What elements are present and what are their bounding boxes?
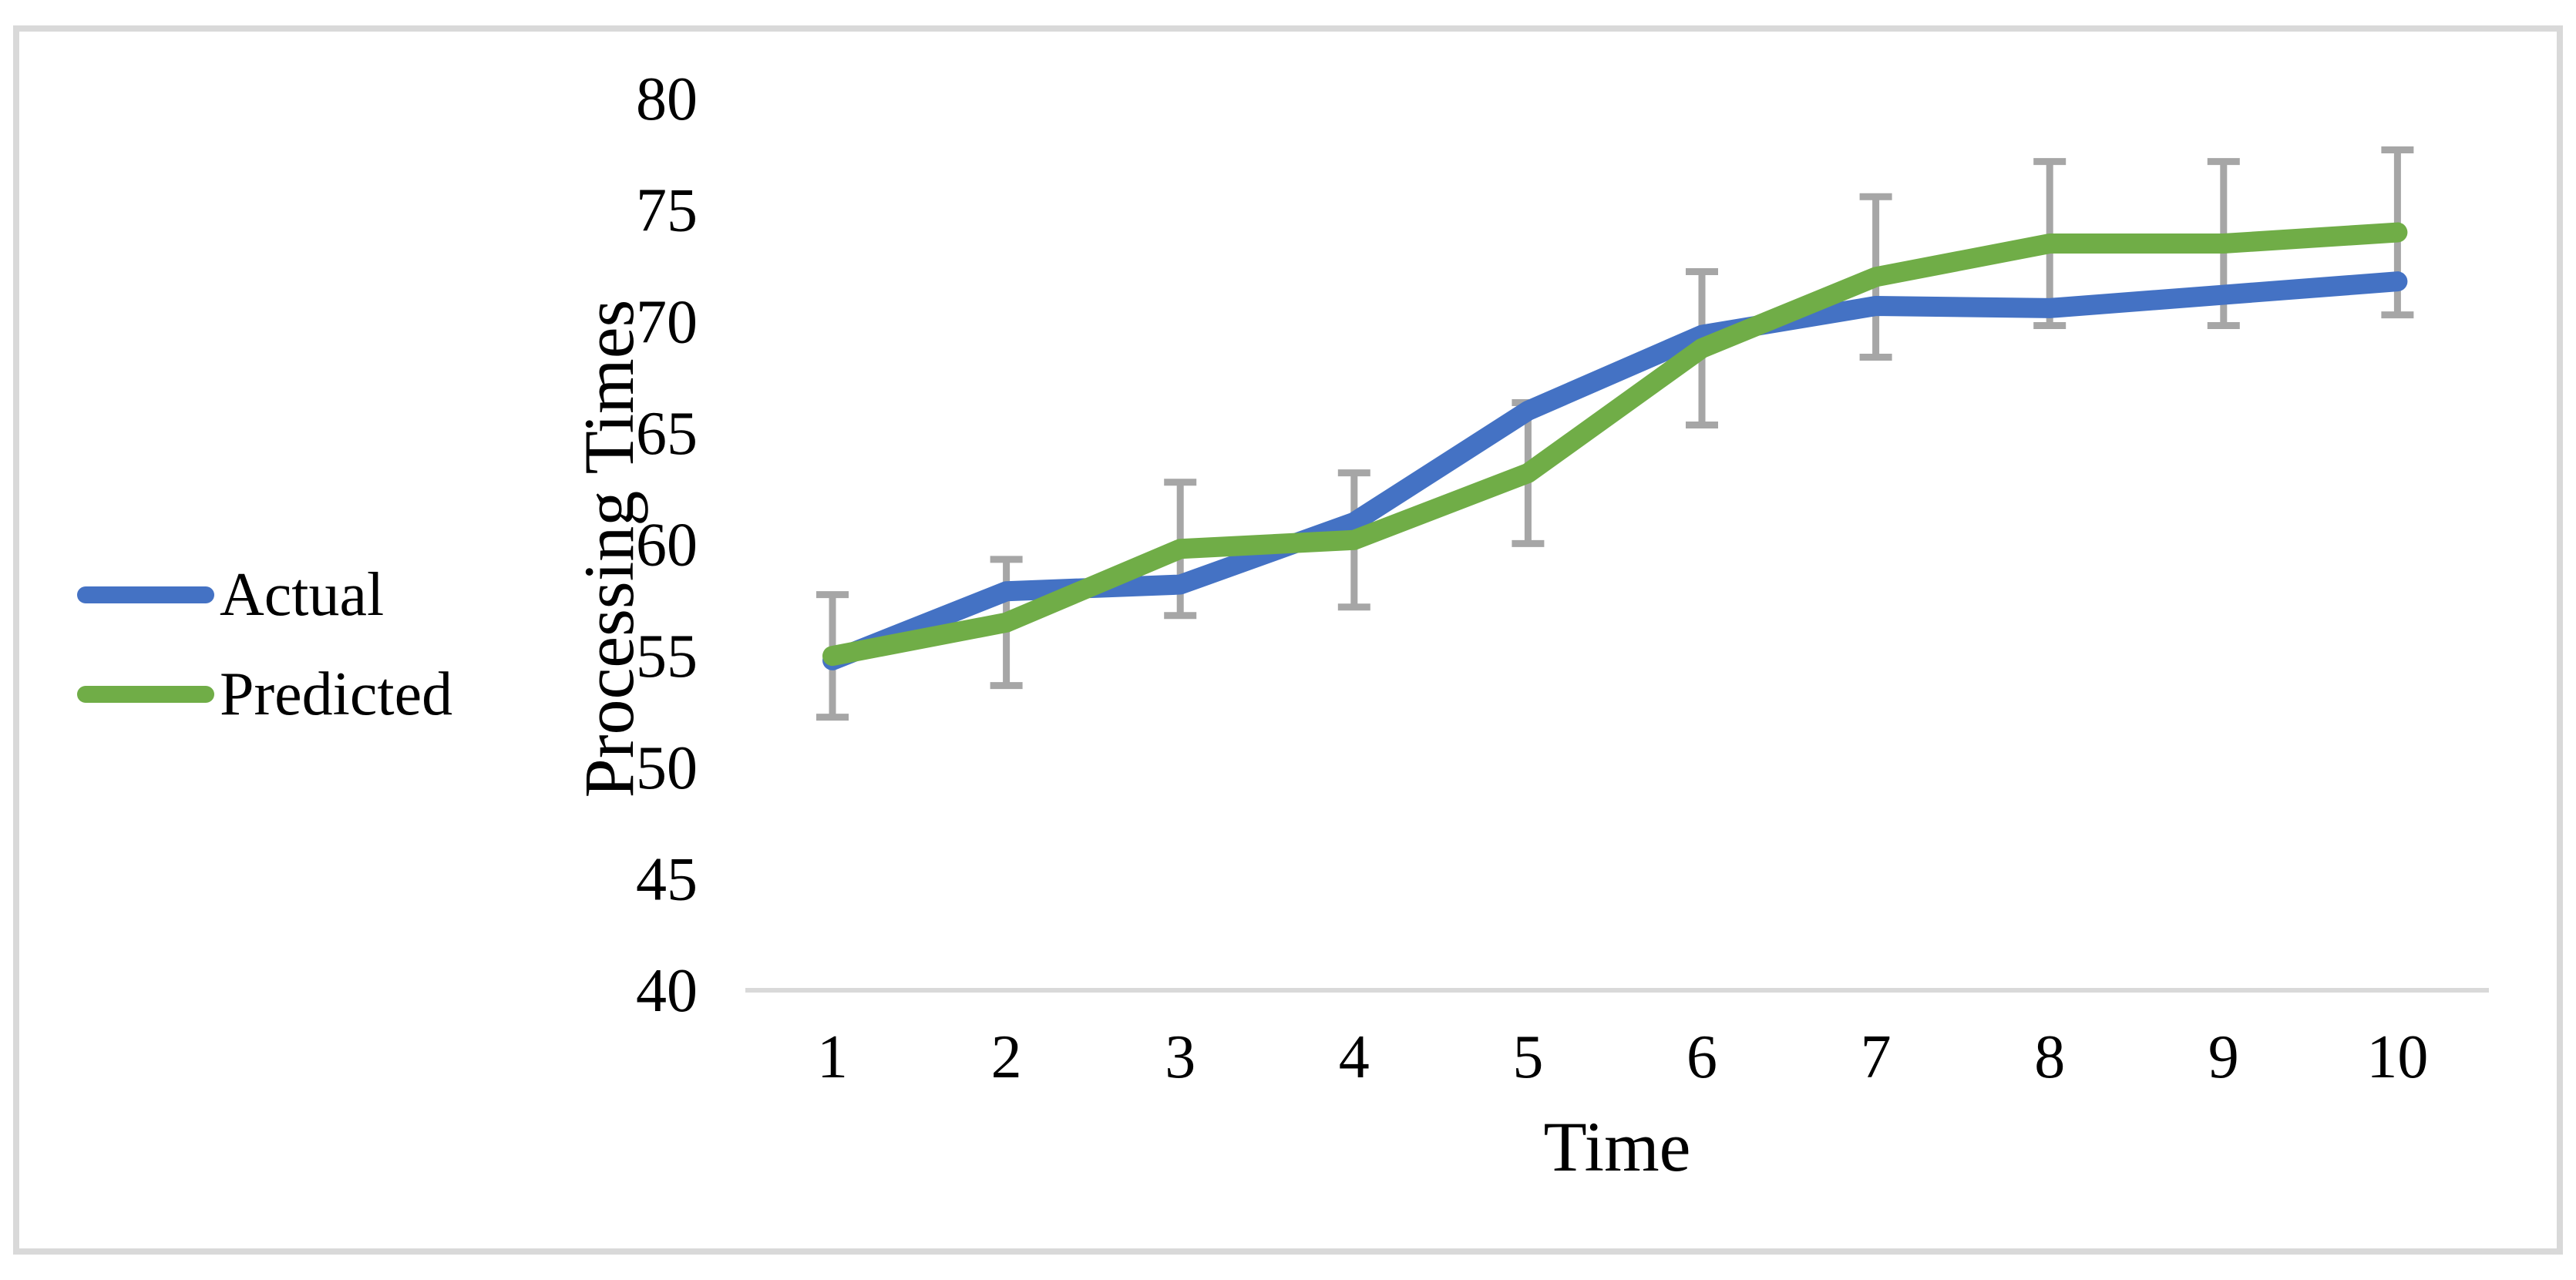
legend-label-actual: Actual bbox=[220, 561, 385, 629]
x-tick-label: 3 bbox=[1165, 1023, 1196, 1091]
x-tick-label: 10 bbox=[2366, 1023, 2428, 1091]
y-tick-label: 70 bbox=[636, 288, 698, 356]
y-tick-label: 40 bbox=[636, 957, 698, 1025]
x-tick-label: 7 bbox=[1861, 1023, 1892, 1091]
x-tick-label: 1 bbox=[817, 1023, 848, 1091]
x-tick-label: 2 bbox=[991, 1023, 1022, 1091]
y-tick-label: 55 bbox=[636, 623, 698, 690]
legend-swatch-predicted bbox=[77, 686, 214, 703]
y-tick-label: 75 bbox=[636, 177, 698, 245]
y-tick-label: 50 bbox=[636, 734, 698, 802]
y-tick-label: 45 bbox=[636, 845, 698, 913]
x-tick-label: 9 bbox=[2208, 1023, 2239, 1091]
x-tick-label: 5 bbox=[1512, 1023, 1543, 1091]
y-tick-label: 65 bbox=[636, 400, 698, 468]
x-tick-label: 6 bbox=[1687, 1023, 1717, 1091]
y-tick-label: 80 bbox=[636, 66, 698, 133]
y-axis-title: Processing Times bbox=[570, 299, 648, 798]
legend-item-predicted: Predicted bbox=[77, 664, 452, 725]
legend-label-predicted: Predicted bbox=[220, 660, 453, 728]
x-tick-label: 8 bbox=[2034, 1023, 2065, 1091]
x-tick-label: 4 bbox=[1339, 1023, 1370, 1091]
x-axis-title: Time bbox=[1543, 1107, 1691, 1186]
y-tick-label: 60 bbox=[636, 512, 698, 580]
legend: Actual Predicted bbox=[77, 564, 452, 725]
legend-swatch-actual bbox=[77, 586, 214, 603]
chart-border bbox=[13, 25, 2563, 1255]
series-line-predicted bbox=[822, 222, 2408, 667]
legend-item-actual: Actual bbox=[77, 564, 452, 626]
